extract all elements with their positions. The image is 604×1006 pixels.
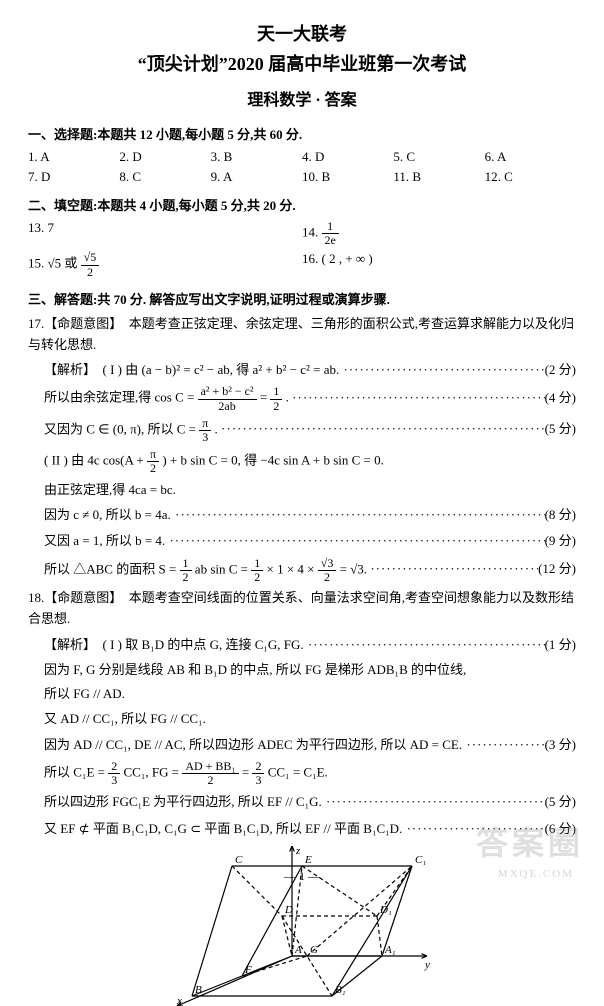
q18-l2: 因为 F, G 分别是线段 AB 和 B₁D 的中点, 所以 FG 是梯形 AD… <box>44 660 576 681</box>
svg-text:z: z <box>295 846 301 857</box>
svg-text:C: C <box>235 854 243 866</box>
score: (12 分) <box>538 558 576 580</box>
mc-item: 5. C <box>393 149 484 165</box>
mc-item: 8. C <box>119 169 210 185</box>
svg-text:A₁: A₁ <box>384 944 396 956</box>
svg-text:B: B <box>195 984 202 996</box>
svg-text:C₁: C₁ <box>415 854 426 866</box>
q17-l6: 因为 c ≠ 0, 所以 b = 4a. (8 分) <box>44 504 576 526</box>
score: (4 分) <box>545 387 576 409</box>
q17-l5: 由正弦定理,得 4ca = bc. <box>44 480 576 501</box>
q18-l3: 所以 FG // AD. <box>44 684 576 705</box>
svg-text:G: G <box>310 944 318 956</box>
q18-l4: 又 AD // CC₁, 所以 FG // CC₁. <box>44 709 576 730</box>
svg-text:F: F <box>244 964 252 976</box>
title-line-2: “顶尖计划”2020 届高中毕业班第一次考试 <box>28 50 576 76</box>
svg-text:A: A <box>294 944 302 956</box>
q17-l8: 所以 △ABC 的面积 S = 12 ab sin C = 12 × 1 × 4… <box>44 557 576 584</box>
score: (3 分) <box>545 734 576 756</box>
mc-item: 11. B <box>393 169 484 185</box>
mc-item: 2. D <box>119 149 210 165</box>
q17-l3: 又因为 C ∈ (0, π), 所以 C = π3 . (5 分) <box>44 417 576 444</box>
q17-l2: 所以由余弦定理,得 cos C = a² + b² − c²2ab = 12 .… <box>44 385 576 412</box>
score: (6 分) <box>545 818 576 840</box>
svg-text:E: E <box>304 854 312 866</box>
fill-16: 16. ( 2 , + ∞ ) <box>302 251 576 278</box>
section-1-title: 一、选择题:本题共 12 小题,每小题 5 分,共 60 分. <box>28 124 576 143</box>
fill-14: 14. 12e <box>302 220 576 247</box>
score: (2 分) <box>545 359 576 381</box>
mc-item: 12. C <box>485 169 576 185</box>
score: (5 分) <box>545 791 576 813</box>
mc-item: 9. A <box>211 169 302 185</box>
svg-text:B₁: B₁ <box>335 984 346 996</box>
q18-l7: 所以四边形 FGC₁E 为平行四边形, 所以 EF // C₁G. (5 分) <box>44 791 576 813</box>
q18-l8: 又 EF ⊄ 平面 B₁C₁D, C₁G ⊂ 平面 B₁C₁D, 所以 EF /… <box>44 818 576 840</box>
mc-item: 6. A <box>485 149 576 165</box>
q17-intent: 17.【命题意图】 本题考查正弦定理、余弦定理、三角形的面积公式,考查运算求解能… <box>28 314 576 356</box>
page-number: — 1 — <box>0 869 604 884</box>
mc-item: 10. B <box>302 169 393 185</box>
fill-15: 15. √5 或 √52 <box>28 251 302 278</box>
section-3-title: 三、解答题:共 70 分. 解答应写出文字说明,证明过程或演算步骤. <box>28 289 576 308</box>
mc-item: 4. D <box>302 149 393 165</box>
mc-item: 1. A <box>28 149 119 165</box>
score: (8 分) <box>545 504 576 526</box>
score: (5 分) <box>545 418 576 440</box>
q17-l4: ( II ) 由 4c cos(A + π2 ) + b sin C = 0, … <box>44 448 576 475</box>
svg-text:y: y <box>424 959 430 971</box>
q18-l1: 【解析】 ( I ) 取 B₁D 的中点 G, 连接 C₁G, FG. (1 分… <box>44 634 576 656</box>
q18-l5: 因为 AD // CC₁, DE // AC, 所以四边形 ADEC 为平行四边… <box>44 734 576 756</box>
section-2-title: 二、填空题:本题共 4 小题,每小题 5 分,共 20 分. <box>28 195 576 214</box>
fill-13: 13. 7 <box>28 220 302 247</box>
q17-l7: 又因 a = 1, 所以 b = 4. (9 分) <box>44 530 576 552</box>
svg-text:x: x <box>176 995 182 1006</box>
q18-intent: 18.【命题意图】 本题考查空间线面的位置关系、向量法求空间角,考查空间想象能力… <box>28 588 576 630</box>
mc-item: 3. B <box>211 149 302 165</box>
score: (9 分) <box>545 530 576 552</box>
mc-item: 7. D <box>28 169 119 185</box>
svg-text:D₁: D₁ <box>379 904 392 916</box>
title-line-3: 理科数学 · 答案 <box>28 86 576 110</box>
q17-l1: 【解析】 ( I ) 由 (a − b)² = c² − ab, 得 a² + … <box>44 359 576 381</box>
svg-text:D: D <box>284 904 293 916</box>
title-line-1: 天一大联考 <box>28 20 576 46</box>
score: (1 分) <box>545 634 576 656</box>
q18-l6: 所以 C₁E = 23 CC₁, FG = AD + BB₁2 = 23 CC₁… <box>44 760 576 787</box>
mc-grid: 1. A 2. D 3. B 4. D 5. C 6. A 7. D 8. C … <box>28 149 576 185</box>
